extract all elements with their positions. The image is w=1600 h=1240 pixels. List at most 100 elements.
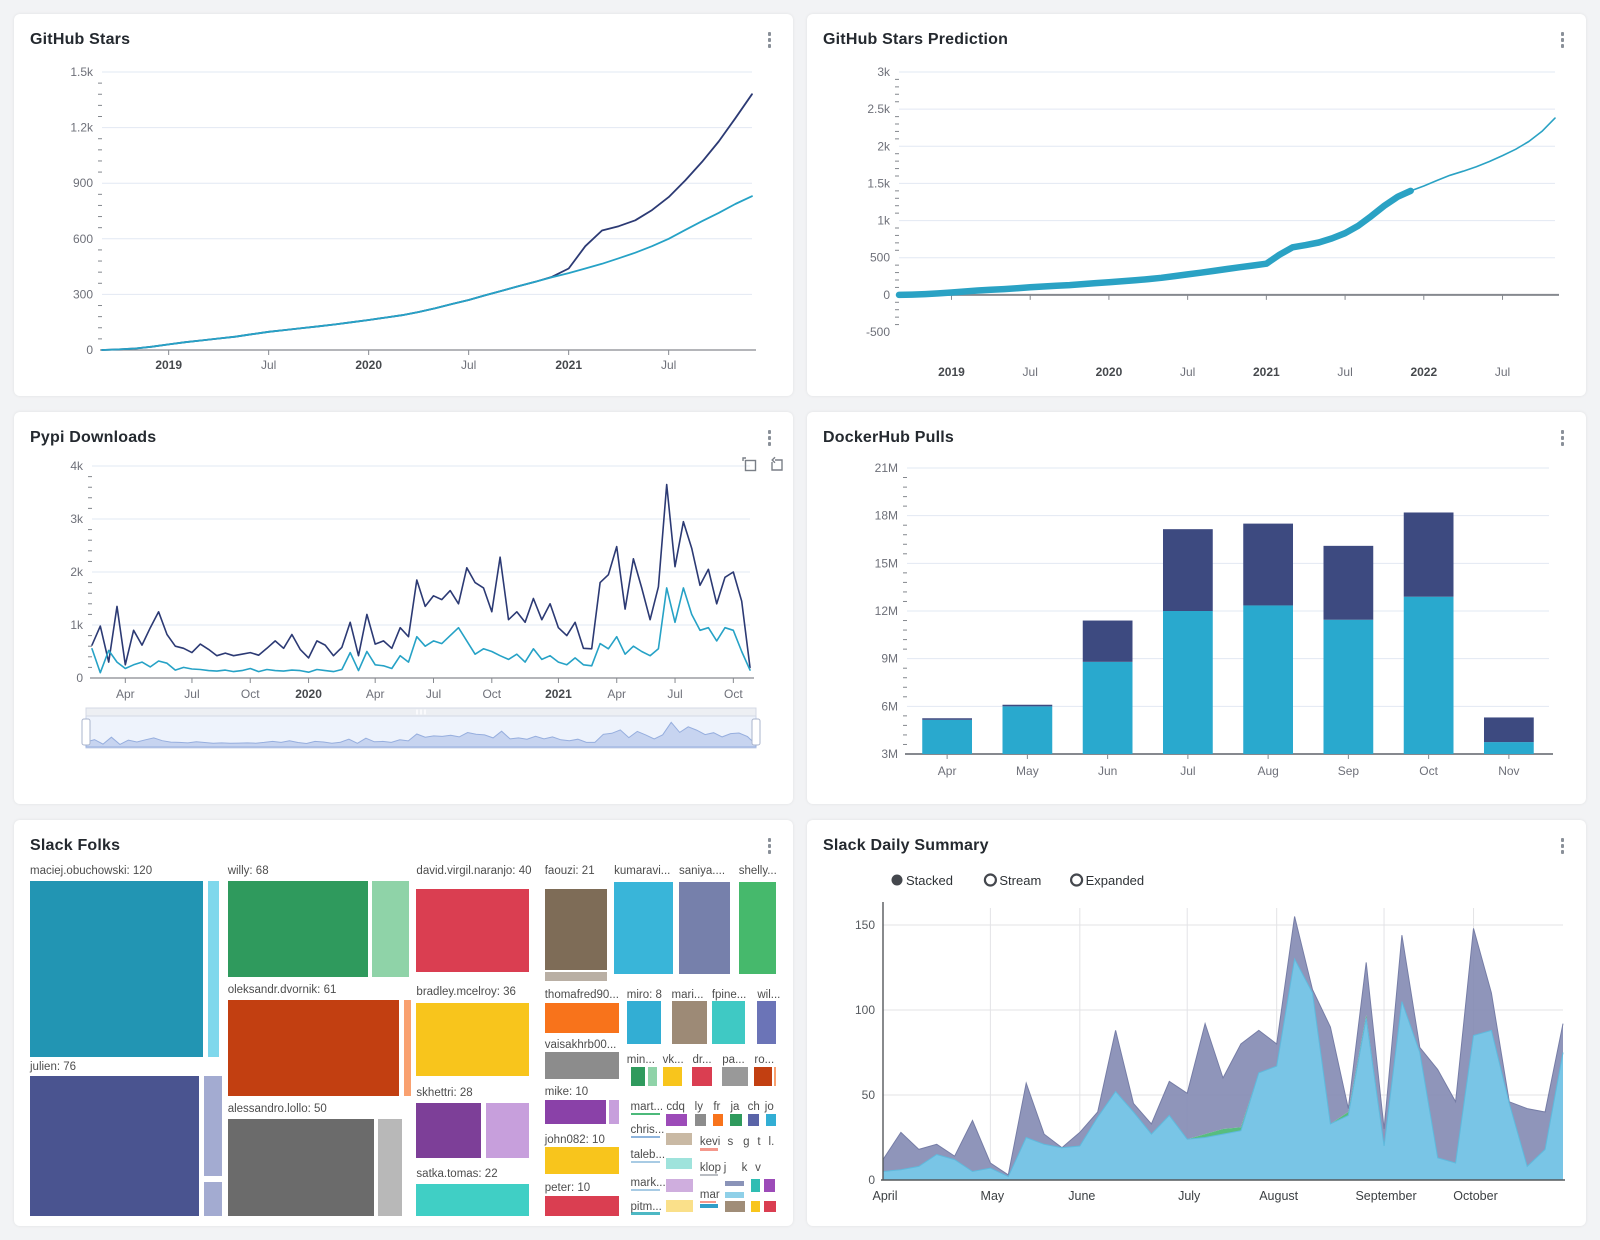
treemap-cell[interactable] bbox=[711, 1000, 746, 1045]
treemap-cell[interactable] bbox=[725, 1192, 744, 1199]
treemap-cell[interactable] bbox=[630, 1135, 661, 1138]
treemap-cell[interactable] bbox=[764, 1179, 776, 1192]
github-stars-chart[interactable]: 0 300 600 900 1.2k 1.5k 2019 Jul 2020 Jul 2021 Jul bbox=[30, 56, 777, 391]
treemap-cell[interactable] bbox=[630, 1189, 661, 1192]
bar-sep-bottom[interactable] bbox=[1323, 619, 1374, 754]
treemap-cell[interactable] bbox=[416, 1184, 530, 1216]
bar-nov-top[interactable] bbox=[1483, 717, 1534, 743]
treemap-cell[interactable] bbox=[671, 1000, 707, 1045]
treemap-cell[interactable] bbox=[699, 1148, 718, 1151]
bar-sep-top[interactable] bbox=[1323, 545, 1374, 620]
bar-oct-top[interactable] bbox=[1403, 512, 1454, 597]
treemap-cell[interactable] bbox=[544, 1003, 619, 1033]
treemap-cell[interactable] bbox=[416, 1102, 482, 1158]
bar-nov-bottom[interactable] bbox=[1483, 742, 1534, 754]
kebab-menu-icon[interactable] bbox=[1555, 27, 1571, 53]
treemap-cell[interactable] bbox=[750, 1200, 760, 1212]
treemap-cell[interactable] bbox=[722, 1067, 749, 1087]
treemap-cell[interactable] bbox=[665, 1179, 694, 1192]
treemap-cell[interactable] bbox=[614, 881, 674, 975]
slack-daily-summary-chart[interactable]: 0 50 100 150 April May June July August September… bbox=[823, 862, 1570, 1226]
treemap-cell[interactable] bbox=[665, 1114, 688, 1126]
treemap-cell[interactable] bbox=[207, 880, 219, 1057]
treemap-cell[interactable] bbox=[665, 1133, 692, 1145]
bar-aug-bottom[interactable] bbox=[1243, 605, 1294, 754]
dockerhub-pulls-chart[interactable]: 3M 6M 9M 12M 15M 18M 21M Apr May Jun Jul Aug Sep Oct N… bbox=[823, 454, 1570, 799]
treemap-cell[interactable] bbox=[764, 1200, 776, 1212]
pypi-downloads-chart[interactable]: 0 1k 2k 3k 4k Apr Jul Oct 2020 Apr Jul Oct 2021 Apr Ju… bbox=[30, 454, 777, 793]
bar-jul-bottom[interactable] bbox=[1162, 611, 1213, 754]
treemap-cell[interactable] bbox=[626, 1000, 662, 1045]
treemap-cell[interactable] bbox=[227, 1119, 374, 1216]
treemap-cell[interactable] bbox=[692, 1067, 712, 1087]
bar-aug-top[interactable] bbox=[1243, 523, 1294, 606]
treemap-cell[interactable] bbox=[372, 880, 409, 977]
treemap-cell[interactable] bbox=[725, 1200, 746, 1212]
treemap-cell[interactable] bbox=[485, 1102, 530, 1158]
treemap-cell[interactable] bbox=[544, 1052, 619, 1079]
treemap-cell[interactable] bbox=[544, 1195, 619, 1216]
treemap-cell[interactable] bbox=[738, 881, 776, 975]
treemap-cell[interactable] bbox=[378, 1119, 402, 1216]
treemap-cell[interactable] bbox=[765, 1114, 776, 1126]
treemap-cell[interactable] bbox=[203, 1181, 223, 1216]
treemap-cell[interactable] bbox=[699, 1173, 718, 1176]
treemap-cell[interactable] bbox=[544, 1099, 606, 1125]
restore-icon[interactable] bbox=[768, 456, 785, 473]
bar-apr-top[interactable] bbox=[922, 718, 973, 720]
treemap-cell[interactable] bbox=[730, 1114, 742, 1126]
github-stars-prediction-chart[interactable]: -500 0 500 1k 1.5k 2k 2.5k 3k 2019 Jul 2020 Jul 2021… bbox=[823, 56, 1570, 391]
bar-jun-bottom[interactable] bbox=[1082, 661, 1133, 754]
kebab-menu-icon[interactable] bbox=[762, 833, 778, 859]
treemap-cell[interactable] bbox=[227, 999, 400, 1096]
treemap-cell[interactable] bbox=[608, 1099, 619, 1125]
treemap-cell[interactable] bbox=[30, 1075, 200, 1216]
treemap-cell[interactable] bbox=[712, 1114, 724, 1126]
treemap-cell[interactable] bbox=[203, 1075, 223, 1177]
bar-jun-top[interactable] bbox=[1082, 620, 1133, 662]
bar-may-top[interactable] bbox=[1002, 704, 1053, 707]
kebab-menu-icon[interactable] bbox=[762, 27, 778, 53]
treemap-cell[interactable] bbox=[665, 1199, 694, 1212]
treemap-cell[interactable] bbox=[750, 1179, 760, 1192]
datazoom-icon[interactable] bbox=[741, 456, 758, 473]
treemap-cell[interactable] bbox=[773, 1067, 776, 1087]
treemap-cell[interactable] bbox=[416, 889, 530, 973]
treemap-cell[interactable] bbox=[725, 1180, 744, 1187]
treemap-cell[interactable] bbox=[544, 889, 607, 971]
datazoom-left-handle[interactable] bbox=[81, 718, 91, 746]
treemap-cell[interactable] bbox=[647, 1067, 657, 1087]
treemap-cell[interactable] bbox=[630, 1161, 661, 1164]
kebab-menu-icon[interactable] bbox=[1555, 425, 1571, 451]
treemap-cell[interactable] bbox=[544, 972, 607, 981]
treemap-cell[interactable] bbox=[679, 881, 730, 975]
treemap-cell[interactable] bbox=[694, 1114, 706, 1126]
treemap-cell[interactable] bbox=[30, 880, 204, 1057]
treemap-cell[interactable] bbox=[665, 1157, 692, 1170]
treemap-cell[interactable] bbox=[699, 1204, 718, 1208]
legend-item-stream[interactable]: Stream bbox=[983, 873, 1041, 888]
treemap-cell[interactable] bbox=[662, 1067, 682, 1087]
treemap-cell[interactable] bbox=[747, 1114, 759, 1126]
panel-title: GitHub Stars bbox=[30, 31, 131, 48]
bar-apr-bottom[interactable] bbox=[922, 719, 973, 754]
legend-item-stacked[interactable]: Stacked bbox=[891, 873, 953, 888]
kebab-menu-icon[interactable] bbox=[762, 425, 778, 451]
treemap-cell[interactable] bbox=[631, 1067, 645, 1087]
slack-folks-treemap[interactable]: maciej.obuchowski: 120 julien: 76 willy: 6… bbox=[30, 864, 780, 1216]
bar-oct-bottom[interactable] bbox=[1403, 596, 1454, 754]
treemap-cell[interactable] bbox=[699, 1200, 717, 1203]
treemap-cell[interactable] bbox=[754, 1067, 773, 1087]
treemap-cell[interactable] bbox=[757, 1000, 776, 1045]
treemap-cell[interactable] bbox=[227, 880, 368, 977]
treemap-cell[interactable] bbox=[403, 999, 412, 1096]
treemap-cell[interactable] bbox=[416, 1003, 530, 1077]
datazoom-right-handle[interactable] bbox=[751, 718, 761, 746]
bar-jul-top[interactable] bbox=[1162, 529, 1213, 611]
kebab-menu-icon[interactable] bbox=[1555, 833, 1571, 859]
treemap-cell[interactable] bbox=[630, 1212, 661, 1215]
treemap-cell[interactable] bbox=[630, 1112, 661, 1115]
treemap-cell[interactable] bbox=[544, 1147, 619, 1174]
legend-item-expanded[interactable]: Expanded bbox=[1070, 873, 1144, 888]
bar-may-bottom[interactable] bbox=[1002, 706, 1053, 754]
